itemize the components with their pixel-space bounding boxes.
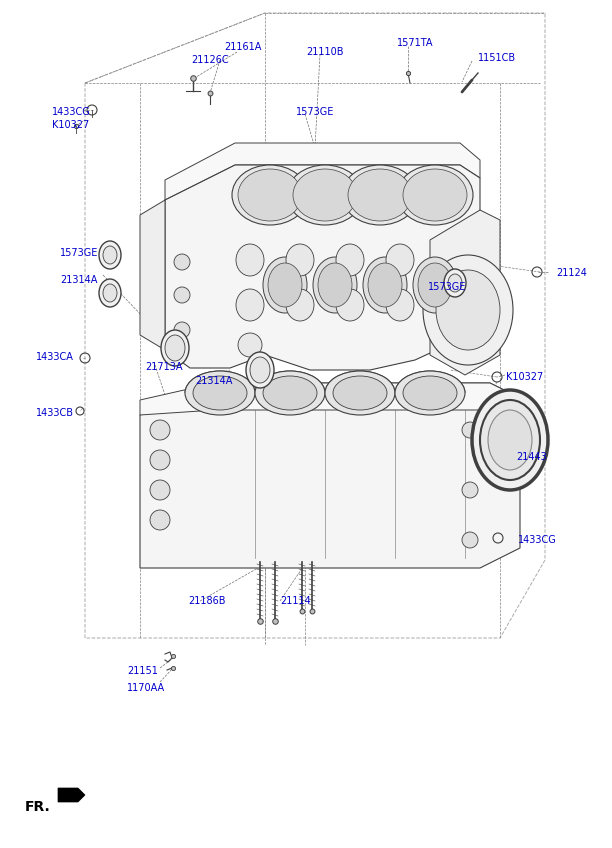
Ellipse shape [395,371,465,415]
Ellipse shape [444,269,466,297]
Text: 1573GE: 1573GE [428,282,466,292]
Ellipse shape [161,330,189,366]
Text: 1433CB: 1433CB [36,408,74,418]
Ellipse shape [287,165,363,225]
Polygon shape [430,210,500,375]
Ellipse shape [150,480,170,500]
Ellipse shape [238,169,302,221]
Ellipse shape [462,532,478,548]
Ellipse shape [174,287,190,303]
Ellipse shape [313,257,357,313]
Ellipse shape [436,270,500,350]
Ellipse shape [413,257,457,313]
Text: 21124: 21124 [556,268,587,278]
Ellipse shape [238,333,262,357]
Ellipse shape [174,254,190,270]
Ellipse shape [348,169,412,221]
Text: 21151: 21151 [127,666,158,676]
Ellipse shape [246,352,274,388]
Text: 1571TA: 1571TA [397,38,433,48]
Ellipse shape [386,289,414,321]
Text: 21186B: 21186B [188,596,225,606]
Ellipse shape [193,376,247,410]
Ellipse shape [250,357,270,383]
Text: 21110B: 21110B [306,47,344,57]
Polygon shape [140,200,165,350]
Polygon shape [165,143,480,200]
Text: 1573GE: 1573GE [296,107,334,117]
Ellipse shape [150,510,170,530]
Polygon shape [58,788,85,802]
Ellipse shape [236,289,264,321]
Text: 1151CB: 1151CB [478,53,516,63]
Ellipse shape [99,279,121,307]
Ellipse shape [318,263,352,307]
Ellipse shape [403,376,457,410]
Ellipse shape [462,482,478,498]
Ellipse shape [286,289,314,321]
Text: 21443: 21443 [516,452,547,462]
Polygon shape [165,165,480,370]
Ellipse shape [150,450,170,470]
Ellipse shape [423,255,513,365]
Polygon shape [140,383,520,415]
Text: 21314A: 21314A [195,376,233,386]
Ellipse shape [99,241,121,269]
Ellipse shape [480,400,540,480]
Ellipse shape [293,169,357,221]
Text: 21713A: 21713A [145,362,182,372]
Text: K10327: K10327 [52,120,89,130]
Ellipse shape [263,376,317,410]
Text: 21126C: 21126C [191,55,229,65]
Ellipse shape [185,371,255,415]
Text: 1170AA: 1170AA [127,683,165,693]
Text: 1573GE: 1573GE [60,248,99,258]
Ellipse shape [363,257,407,313]
Ellipse shape [286,244,314,276]
Ellipse shape [397,165,473,225]
Ellipse shape [472,390,548,490]
Ellipse shape [174,322,190,338]
Ellipse shape [333,376,387,410]
Ellipse shape [448,274,462,292]
Ellipse shape [268,263,302,307]
Ellipse shape [418,263,452,307]
Text: 1433CA: 1433CA [36,352,74,362]
Ellipse shape [325,371,395,415]
Text: 1433CG: 1433CG [518,535,557,545]
Ellipse shape [386,244,414,276]
Ellipse shape [165,335,185,361]
Ellipse shape [236,244,264,276]
Ellipse shape [462,422,478,438]
Text: FR.: FR. [25,800,51,814]
Ellipse shape [368,263,402,307]
Ellipse shape [263,257,307,313]
Ellipse shape [403,169,467,221]
Text: 21314A: 21314A [60,275,97,285]
Ellipse shape [336,289,364,321]
Ellipse shape [150,420,170,440]
Ellipse shape [488,410,532,470]
Ellipse shape [103,284,117,302]
Ellipse shape [342,165,418,225]
Ellipse shape [336,244,364,276]
Ellipse shape [232,165,308,225]
Ellipse shape [255,371,325,415]
Text: K10327: K10327 [506,372,543,382]
Polygon shape [140,383,520,568]
Text: 21161A: 21161A [225,42,262,52]
Text: 1433CG: 1433CG [52,107,91,117]
Ellipse shape [103,246,117,264]
Text: 21114: 21114 [280,596,311,606]
